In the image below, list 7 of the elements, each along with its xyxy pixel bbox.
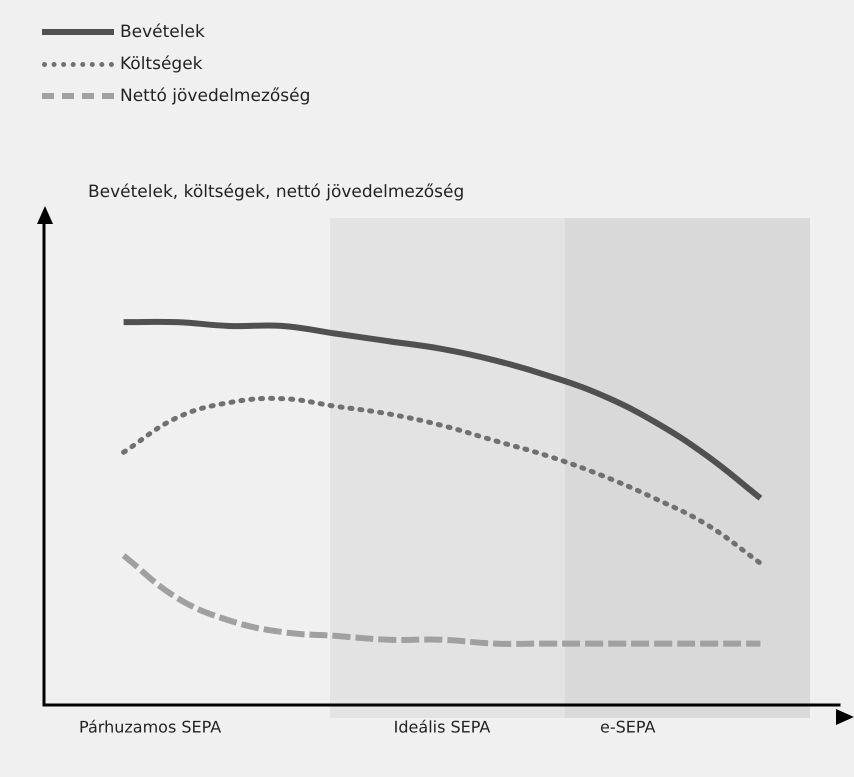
legend-label: Költségek xyxy=(120,54,203,74)
legend-label: Nettó jövedelmezőség xyxy=(120,86,310,106)
x-tick-label: e-SEPA xyxy=(600,718,656,737)
text: Bevételek, költségek, nettó jövedelmezőség xyxy=(88,182,464,202)
x-tick-label: Párhuzamos SEPA xyxy=(79,718,222,737)
x-tick-label: Ideális SEPA xyxy=(394,718,490,737)
legend-label: Bevételek xyxy=(120,22,205,42)
